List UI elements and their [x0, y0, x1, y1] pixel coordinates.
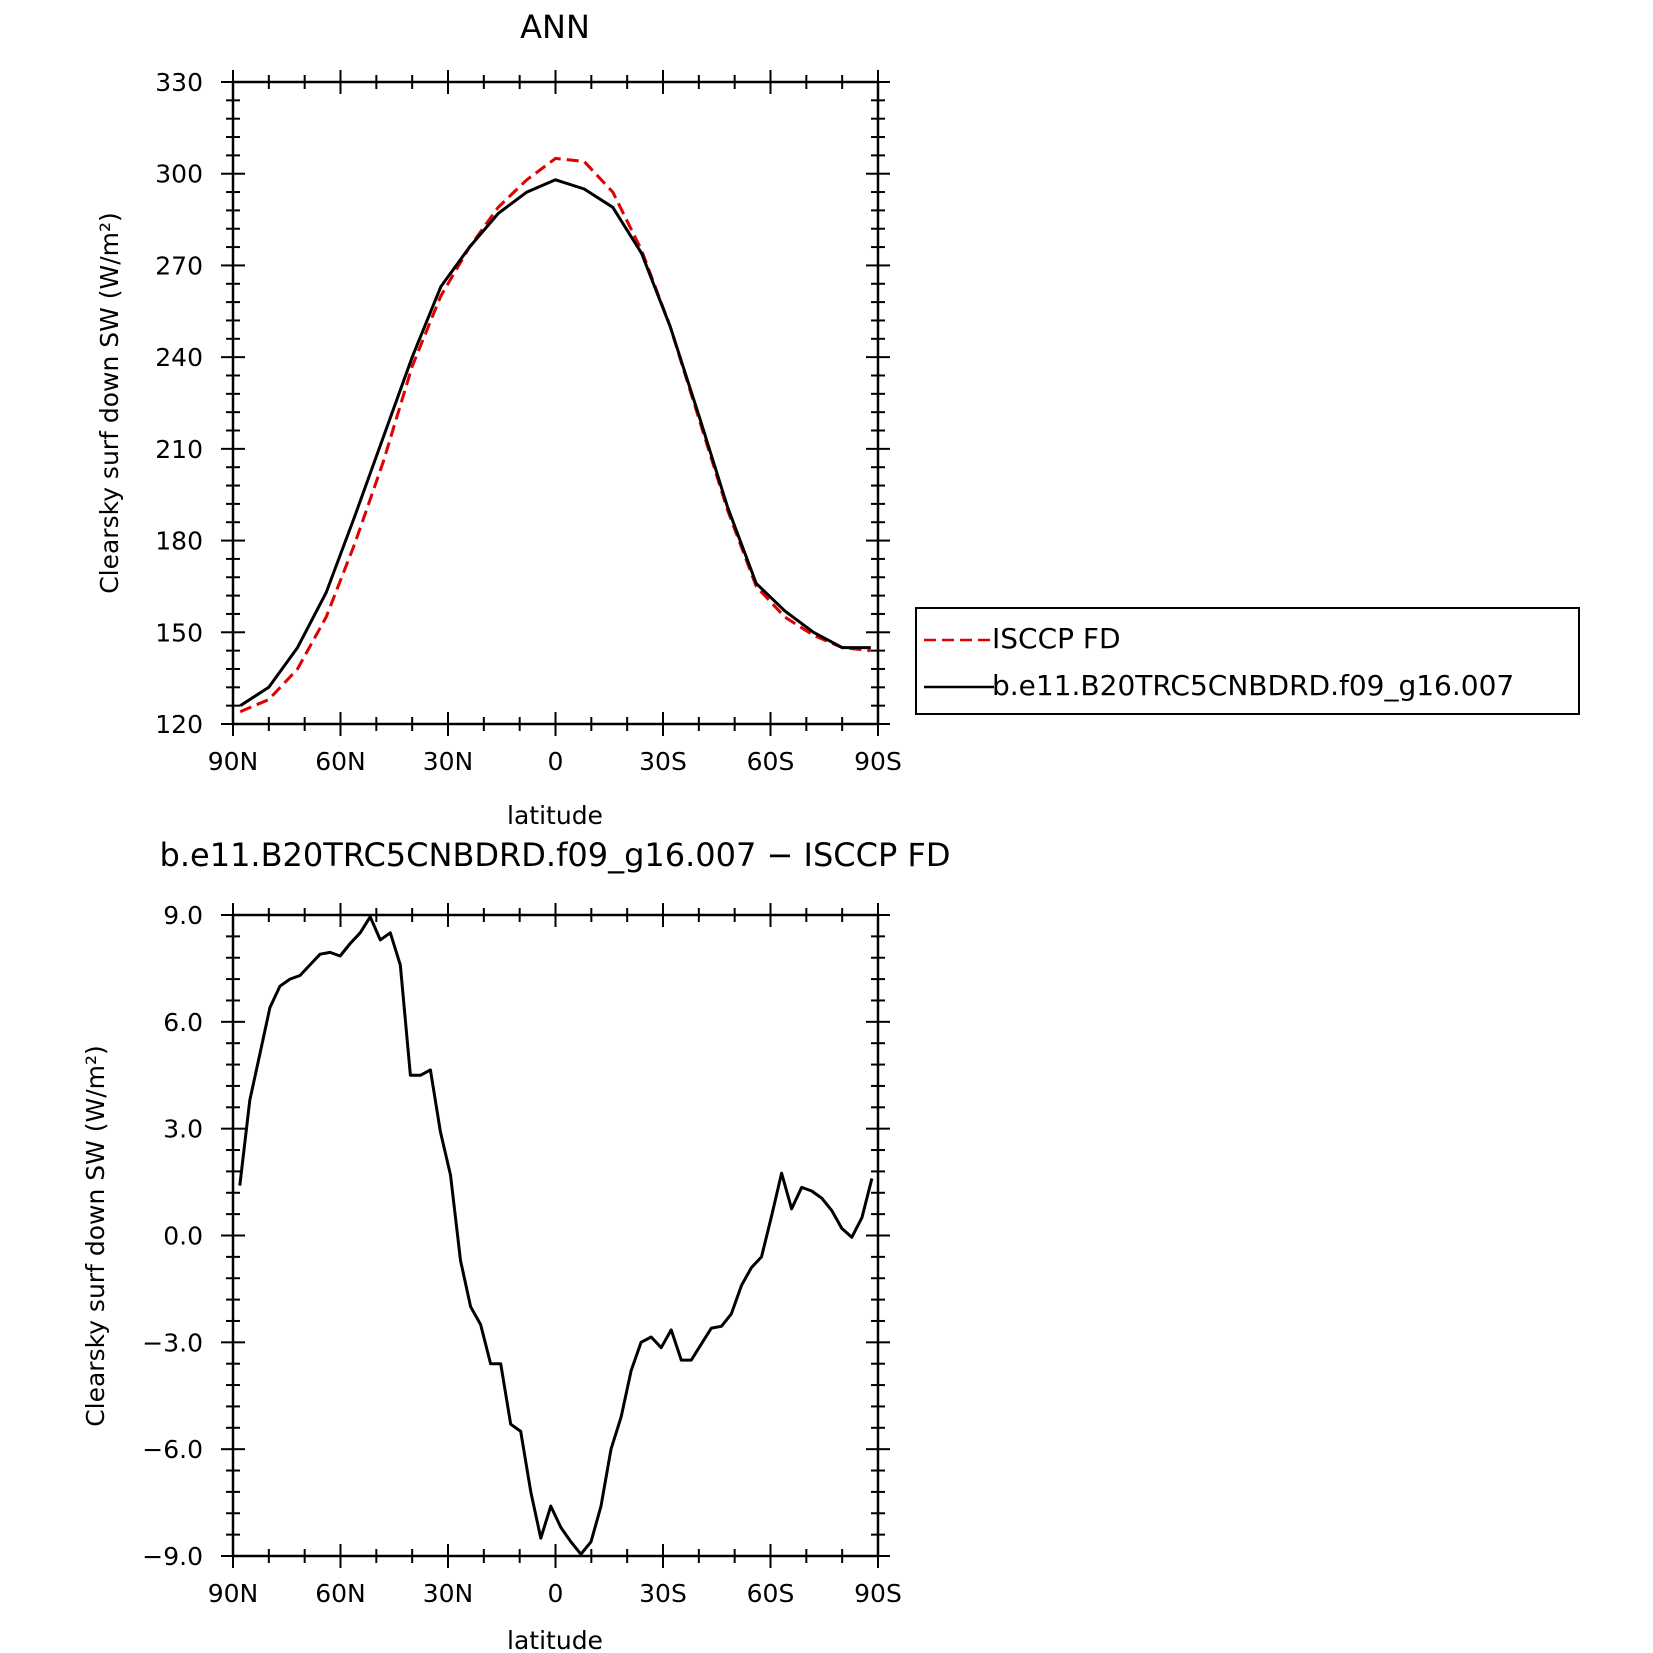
y-tick-label: 240: [155, 343, 203, 372]
legend-label-isccp: ISCCP FD: [992, 622, 1121, 655]
legend-label-model: b.e11.B20TRC5CNBDRD.f09_g16.007: [992, 669, 1514, 702]
y-tick-label: 0.0: [163, 1222, 203, 1251]
y-tick-label: 270: [155, 251, 203, 280]
top-series-line-0: [239, 156, 871, 714]
x-tick-label: 0: [548, 1579, 564, 1608]
y-tick-label: 210: [155, 435, 203, 464]
x-tick-label: 30S: [639, 747, 687, 776]
x-tick-label: 0: [548, 747, 564, 776]
bottom-plot-frame: [231, 913, 880, 1558]
y-tick-label: 150: [155, 618, 203, 647]
y-tick-label: −9.0: [142, 1542, 203, 1571]
bottom-y-axis-label: Clearsky surf down SW (W/m²): [81, 1045, 110, 1427]
legend-box: [915, 607, 1580, 715]
x-tick-label: 60N: [315, 747, 366, 776]
bot-series-line-0: [238, 915, 874, 1556]
bottom-x-axis-label: latitude: [507, 1626, 603, 1653]
x-tick-label: 30N: [423, 747, 474, 776]
legend: ISCCP FD b.e11.B20TRC5CNBDRD.f09_g16.007: [915, 607, 1580, 715]
y-tick-label: 6.0: [163, 1008, 203, 1037]
x-tick-label: 60N: [315, 1579, 366, 1608]
bottom-panel: b.e11.B20TRC5CNBDRD.f09_g16.007 − ISCCP …: [81, 836, 950, 1653]
y-tick-label: 3.0: [163, 1115, 203, 1144]
x-tick-label: 90N: [208, 747, 259, 776]
top-series-group: [239, 156, 871, 714]
top-panel: ANN 90N 60N 30N 0 30S 60S 90S 120 150 180 210 240 27…: [95, 8, 1580, 830]
y-tick-label: 330: [155, 68, 203, 97]
top-y-axis-label: Clearsky surf down SW (W/m²): [95, 212, 124, 594]
y-tick-label: 180: [155, 527, 203, 556]
x-tick-label: 90N: [208, 1579, 259, 1608]
y-tick-label: 9.0: [163, 901, 203, 930]
top-plot-frame: [231, 80, 880, 726]
x-tick-label: 90S: [854, 747, 902, 776]
top-series-line-1: [239, 178, 871, 707]
top-title: ANN: [520, 8, 590, 46]
y-tick-label: 120: [155, 710, 203, 739]
x-tick-label: 60S: [747, 747, 795, 776]
top-ticks: 90N 60N 30N 0 30S 60S 90S 120 150 180 210 240 270 300…: [155, 68, 902, 776]
x-tick-label: 30S: [639, 1579, 687, 1608]
top-x-axis-label: latitude: [507, 801, 603, 830]
y-tick-label: 300: [155, 160, 203, 189]
x-tick-label: 60S: [747, 1579, 795, 1608]
y-tick-label: −6.0: [142, 1435, 203, 1464]
bottom-ticks: 90N 60N 30N 0 30S 60S 90S 9.0 6.0 3.0 0.0 −3.0 −6.0 −…: [142, 901, 902, 1608]
y-tick-label: −3.0: [142, 1328, 203, 1357]
x-tick-label: 90S: [854, 1579, 902, 1608]
bottom-title: b.e11.B20TRC5CNBDRD.f09_g16.007 − ISCCP …: [160, 836, 951, 874]
x-tick-label: 30N: [423, 1579, 474, 1608]
bottom-series-group: [238, 915, 874, 1556]
